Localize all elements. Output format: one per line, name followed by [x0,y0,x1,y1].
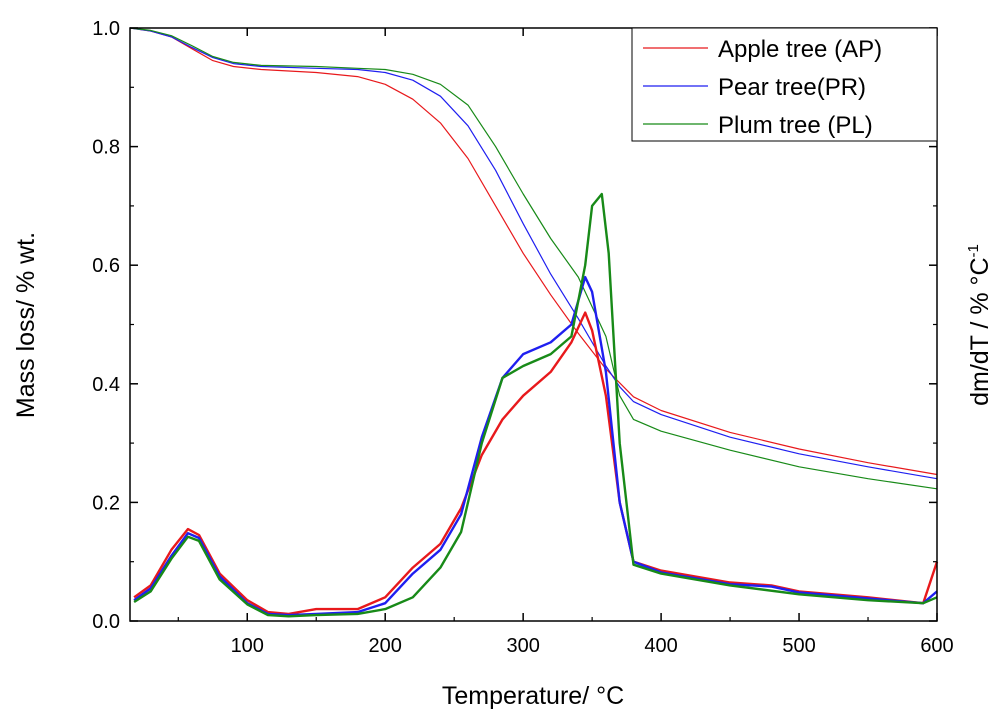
y-tick-label: 0.6 [92,255,120,277]
tick-layer: 100 200 300 400 500 600 0.0 0.2 0.4 0.6 0.8 1.0 [92,18,954,657]
legend-label-pear: Pear tree(PR) [718,74,866,101]
y-axis-title-right: dm/dT / % °C-1 [965,244,994,406]
x-tick-label: 200 [369,635,402,657]
series-layer [129,27,939,618]
y-tick-label: 0.8 [92,137,120,159]
legend-box [631,27,938,142]
x-tick-label: 500 [782,635,815,657]
legend-label-plum: Plum tree (PL) [718,112,873,139]
y-tick-label: 1.0 [92,18,120,40]
x-axis-title: Temperature/ °C [442,682,624,710]
y-tick-label: 0.4 [92,374,120,396]
series-line-mass-pear [129,27,938,480]
x-tick-label: 600 [920,635,953,657]
legend-label-apple: Apple tree (AP) [718,36,882,63]
y-tick-label: 0.0 [92,611,120,633]
series-line-derivative-pear [133,275,938,617]
x-tick-label: 100 [231,635,264,657]
series-line-mass-plum [129,27,938,490]
y-axis-title-right-superscript: -1 [965,244,982,257]
legend: Apple tree (AP) Pear tree(PR) Plum tree … [631,27,938,142]
x-tick-label: 300 [506,635,539,657]
x-tick-label: 400 [644,635,677,657]
series-line-mass-apple [129,27,938,476]
y-tick-label: 0.2 [92,492,120,514]
y-axis-title-right-main: dm/dT / % °C [966,257,994,405]
series-line-derivative-plum [133,192,938,618]
y-axis-title-left: Mass loss/ % wt. [12,232,40,418]
series-line-derivative-apple [133,311,939,616]
